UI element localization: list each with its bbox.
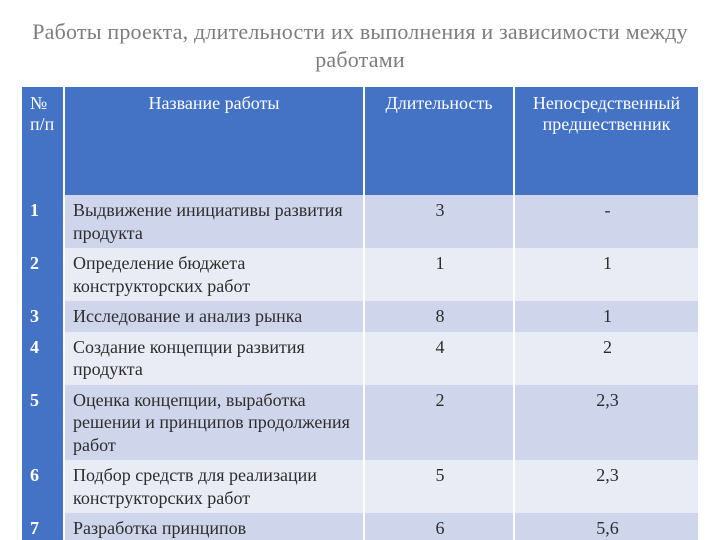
table-row: 4 Создание концепции развития продукта 4… (22, 332, 698, 385)
cell-num: 1 (22, 195, 64, 248)
table-row: 5 Оценка концепции, выработка решении и … (22, 385, 698, 461)
cell-pred: 1 (514, 301, 698, 332)
cell-pred: 2,3 (514, 385, 698, 461)
cell-dur: 3 (364, 195, 514, 248)
cell-name: Разработка принципов конструктивного реш… (64, 513, 364, 540)
cell-dur: 6 (364, 513, 514, 540)
cell-dur: 1 (364, 248, 514, 301)
cell-name: Выдвижение инициативы развития продукта (64, 195, 364, 248)
cell-num: 3 (22, 301, 64, 332)
table-row: 6 Подбор средств для реализации конструк… (22, 460, 698, 513)
table-header-row: № п/п Название работы Длительность Непос… (22, 87, 698, 195)
cell-pred: 2,3 (514, 460, 698, 513)
col-header-num: № п/п (22, 87, 64, 195)
cell-dur: 4 (364, 332, 514, 385)
slide-title: Работы проекта, длительности их выполнен… (22, 18, 698, 73)
table-row: 3 Исследование и анализ рынка 8 1 (22, 301, 698, 332)
cell-name: Подбор средств для реализации конструкто… (64, 460, 364, 513)
cell-name: Создание концепции развития продукта (64, 332, 364, 385)
cell-pred: - (514, 195, 698, 248)
cell-name: Оценка концепции, выработка решении и пр… (64, 385, 364, 461)
cell-pred: 1 (514, 248, 698, 301)
table-body: 1 Выдвижение инициативы развития продукт… (22, 195, 698, 540)
col-header-duration: Длительность (364, 87, 514, 195)
cell-num: 4 (22, 332, 64, 385)
col-header-predecessor: Непосредственный предшественник (514, 87, 698, 195)
cell-num: 5 (22, 385, 64, 461)
cell-num: 7 (22, 513, 64, 540)
cell-pred: 5,6 (514, 513, 698, 540)
cell-pred: 2 (514, 332, 698, 385)
cell-name: Исследование и анализ рынка (64, 301, 364, 332)
works-table: № п/п Название работы Длительность Непос… (22, 87, 698, 540)
cell-name: Определение бюджета конструкторских рабо… (64, 248, 364, 301)
table-row: 7 Разработка принципов конструктивного р… (22, 513, 698, 540)
cell-num: 6 (22, 460, 64, 513)
cell-dur: 5 (364, 460, 514, 513)
cell-num: 2 (22, 248, 64, 301)
table-row: 1 Выдвижение инициативы развития продукт… (22, 195, 698, 248)
cell-dur: 8 (364, 301, 514, 332)
slide: Работы проекта, длительности их выполнен… (0, 0, 720, 540)
cell-dur: 2 (364, 385, 514, 461)
table-row: 2 Определение бюджета конструкторских ра… (22, 248, 698, 301)
col-header-name: Название работы (64, 87, 364, 195)
